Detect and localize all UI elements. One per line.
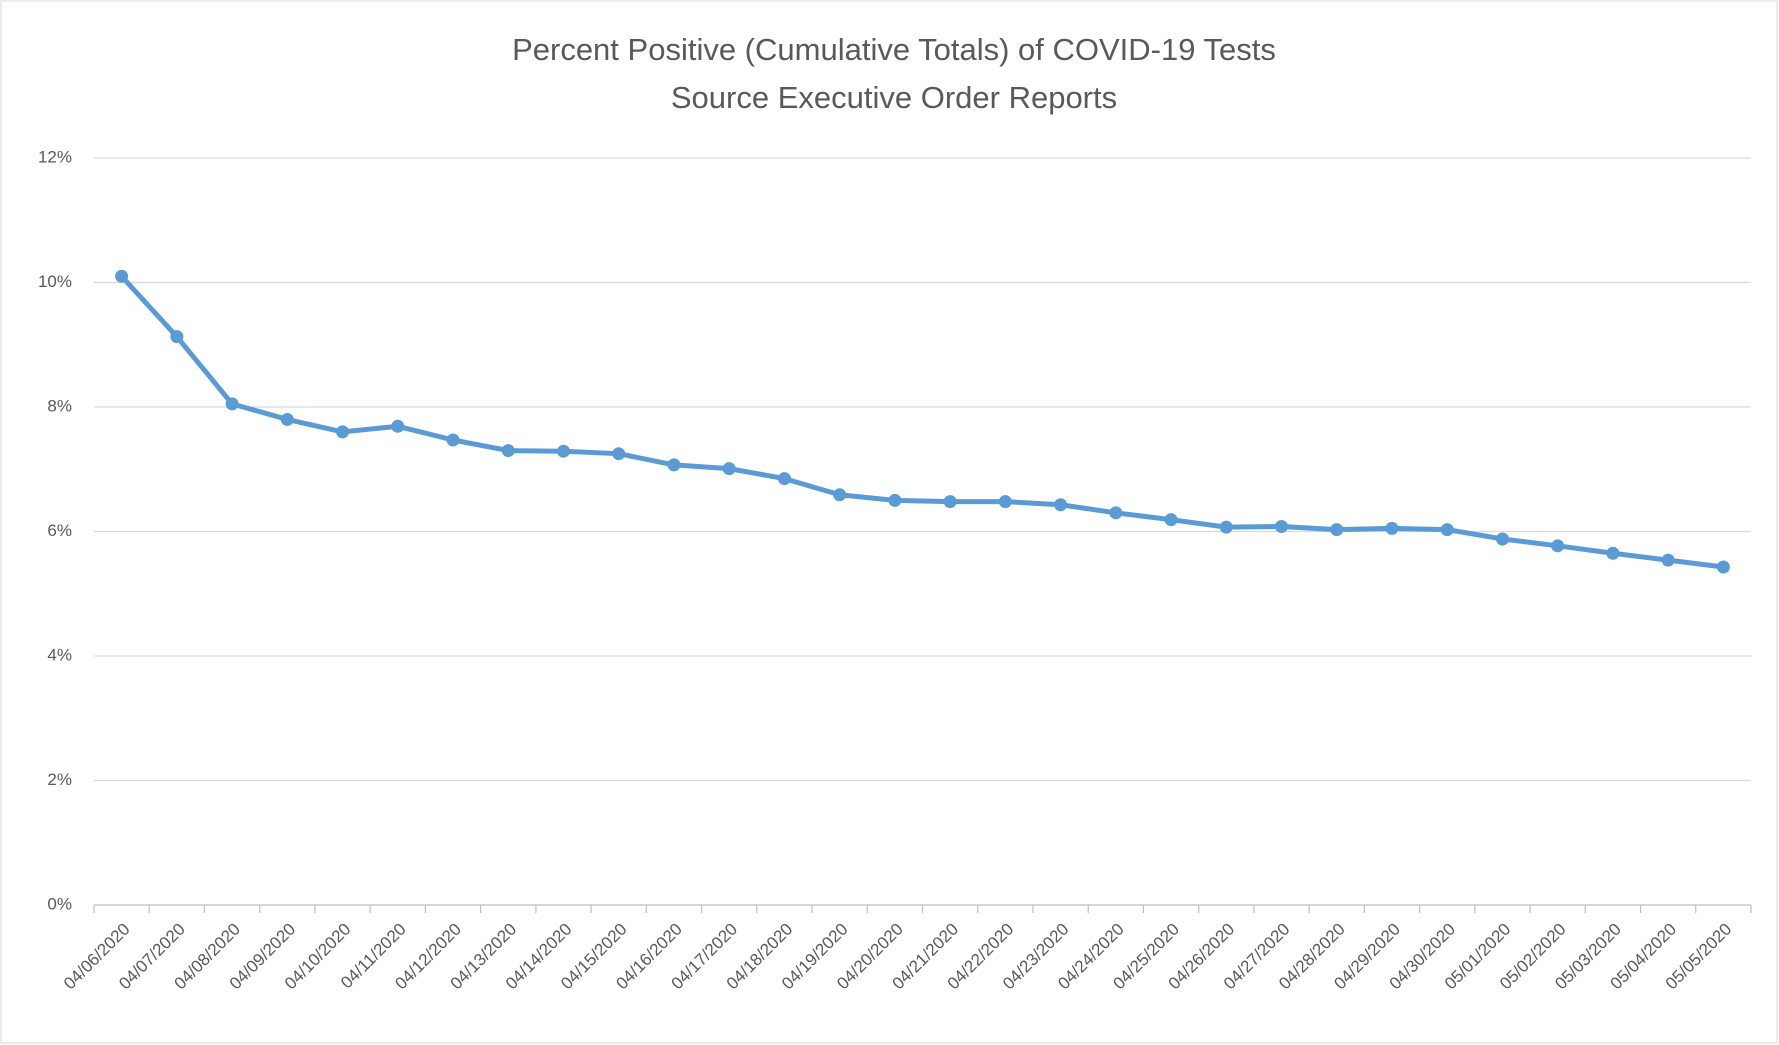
data-point bbox=[1275, 520, 1289, 534]
data-point bbox=[1716, 560, 1730, 574]
data-point bbox=[446, 433, 460, 447]
y-tick-label: 12% bbox=[38, 147, 72, 166]
data-point bbox=[777, 472, 791, 486]
data-point bbox=[1551, 539, 1565, 553]
chart-subtitle: Source Executive Order Reports bbox=[671, 80, 1117, 115]
data-point bbox=[998, 495, 1012, 509]
data-point bbox=[280, 412, 294, 426]
data-point bbox=[1164, 513, 1178, 527]
data-point bbox=[391, 419, 405, 433]
data-point bbox=[556, 444, 570, 458]
y-tick-label: 0% bbox=[47, 894, 72, 913]
data-point bbox=[225, 397, 239, 411]
y-tick-label: 4% bbox=[47, 645, 72, 664]
y-tick-label: 8% bbox=[47, 396, 72, 415]
data-point bbox=[1495, 532, 1509, 546]
data-point bbox=[1219, 520, 1233, 534]
data-point bbox=[667, 458, 681, 472]
y-tick-label: 10% bbox=[38, 272, 72, 291]
data-point bbox=[1109, 506, 1123, 520]
data-point bbox=[1440, 523, 1454, 537]
data-point bbox=[833, 488, 847, 502]
data-point bbox=[1330, 523, 1344, 537]
data-point bbox=[1054, 498, 1068, 512]
data-point bbox=[170, 330, 184, 344]
data-point bbox=[1385, 521, 1399, 535]
data-point bbox=[612, 447, 626, 461]
data-line bbox=[119, 274, 1724, 570]
data-point bbox=[1661, 553, 1675, 567]
data-point bbox=[943, 495, 957, 509]
data-point bbox=[115, 269, 129, 283]
chart-title: Percent Positive (Cumulative Totals) of … bbox=[512, 32, 1276, 67]
y-tick-label: 6% bbox=[47, 521, 72, 540]
data-point bbox=[1606, 546, 1620, 560]
data-point bbox=[501, 444, 515, 458]
y-tick-label: 2% bbox=[47, 770, 72, 789]
data-point bbox=[888, 493, 902, 507]
data-point bbox=[336, 425, 350, 439]
data-point bbox=[722, 462, 736, 476]
